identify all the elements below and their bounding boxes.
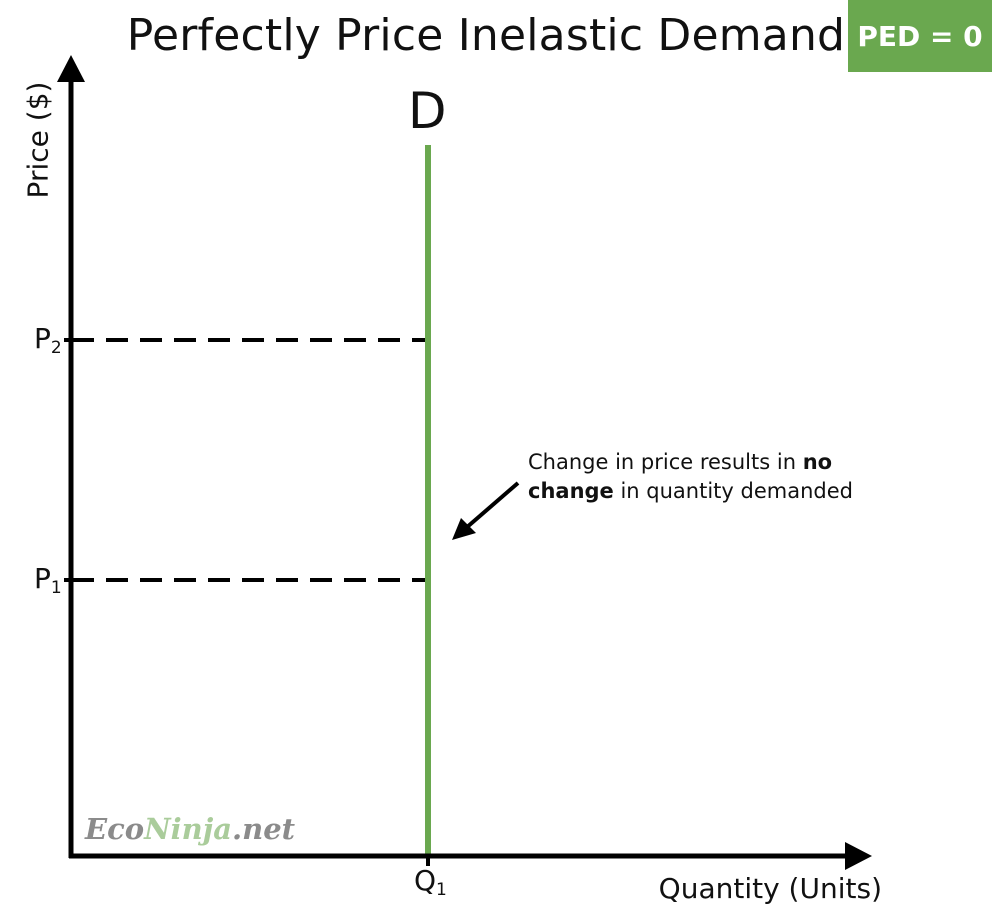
econinja-watermark: EcoNinja.net xyxy=(85,812,295,846)
p1-label-main: P xyxy=(34,562,51,595)
p2-label-main: P xyxy=(34,322,51,355)
y-axis-arrow-icon xyxy=(57,55,85,82)
annotation-pre: Change in price results in xyxy=(528,450,803,474)
demand-curve-label: D xyxy=(408,82,447,140)
annotation-bold: no change xyxy=(528,450,833,503)
p2-label-sub: 2 xyxy=(50,338,62,358)
diagram-title: Perfectly Price Inelastic Demand xyxy=(126,10,846,61)
y-axis-label: Price ($) xyxy=(21,81,55,199)
annotation-text: Change in price results in no change in … xyxy=(528,448,888,506)
p1-label-sub: 1 xyxy=(50,578,62,598)
annotation-arrow-icon xyxy=(452,518,476,540)
q1-label: Q1 xyxy=(414,864,447,900)
ped-badge: PED = 0 xyxy=(848,0,992,72)
p2-label: P2 xyxy=(34,322,62,358)
annotation-post: in quantity demanded xyxy=(613,479,853,503)
x-axis-arrow-icon xyxy=(845,842,872,870)
q1-label-sub: 1 xyxy=(436,880,447,900)
watermark-part1: Eco xyxy=(85,812,145,846)
annotation-arrow-line xyxy=(464,481,520,530)
watermark-part3: .net xyxy=(232,812,296,846)
x-axis-label: Quantity (Units) xyxy=(658,872,882,905)
p1-label: P1 xyxy=(34,562,62,598)
watermark-part2: Ninja xyxy=(144,812,233,846)
q1-label-main: Q xyxy=(414,864,437,897)
